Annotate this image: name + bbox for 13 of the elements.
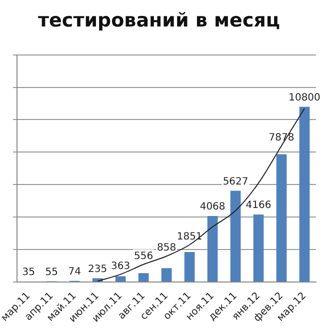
data-label: 4068 [200,202,226,213]
data-label: 35 [22,267,35,278]
chart-title: тестирований в месяц [38,9,280,32]
data-label: 363 [111,260,130,272]
data-label: 556 [134,250,154,262]
data-label: 55 [45,266,58,278]
data-label: 4166 [246,200,272,212]
data-label: 5627 [222,176,248,188]
data-label: 74 [68,266,81,278]
data-label: 858 [157,242,176,254]
data-label: 1851 [176,231,202,242]
data-label: 235 [88,264,108,275]
data-label: 10800 [288,92,320,104]
